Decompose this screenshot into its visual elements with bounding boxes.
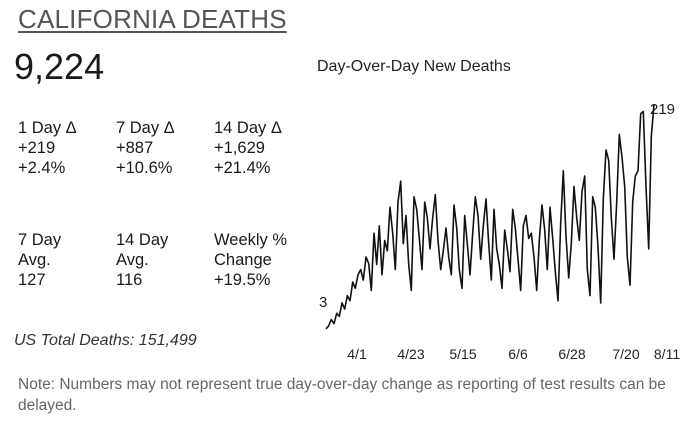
page-title: CALIFORNIA DEATHS — [18, 4, 287, 34]
avg-7-day: 7 Day Avg. 127 — [18, 230, 61, 290]
avg-label: Change — [214, 251, 272, 269]
avg-label: 7 Day — [18, 231, 62, 249]
avg-label: Avg. — [116, 251, 149, 269]
note-text: Note: Numbers may not represent true day… — [18, 376, 666, 414]
x-tick-label: 6/6 — [508, 346, 528, 362]
x-tick-label: 5/15 — [449, 346, 476, 362]
stat-pct: +10.6% — [116, 159, 173, 177]
x-tick-label: 4/1 — [347, 346, 367, 362]
end-value-label: 219 — [650, 101, 675, 118]
stat-label: 14 Day Δ — [214, 119, 282, 137]
x-axis-ticks: 4/1 4/23 5/15 6/6 6/28 7/20 8/11 — [347, 346, 680, 362]
avg-label: 14 Day — [116, 231, 169, 249]
stat-1-day: 1 Day Δ +219 +2.4% — [18, 118, 77, 178]
stat-pct: +2.4% — [18, 159, 66, 177]
avg-label: Avg. — [18, 251, 51, 269]
avg-value: +19.5% — [214, 271, 271, 289]
x-tick-label: 7/20 — [612, 346, 639, 362]
us-total-deaths: US Total Deaths: 151,499 — [14, 332, 197, 349]
x-tick-label: 6/28 — [558, 346, 585, 362]
avg-14-day: 14 Day Avg. 116 — [116, 230, 168, 290]
avg-label: Weekly % — [214, 231, 288, 249]
stat-value: +887 — [116, 139, 154, 157]
start-value-label: 3 — [319, 294, 327, 311]
stat-value: +219 — [18, 139, 56, 157]
stat-7-day: 7 Day Δ +887 +10.6% — [116, 118, 175, 178]
stat-value: +1,629 — [214, 139, 265, 157]
x-tick-label: 8/11 — [654, 346, 680, 362]
weekly-change: Weekly % Change +19.5% — [214, 230, 287, 290]
chart-title: Day-Over-Day New Deaths — [317, 58, 511, 75]
stat-pct: +21.4% — [214, 159, 271, 177]
total-deaths: 9,224 — [14, 46, 105, 87]
stat-label: 1 Day Δ — [18, 119, 77, 137]
x-tick-label: 4/23 — [397, 346, 424, 362]
series-line — [325, 104, 655, 330]
avg-value: 116 — [116, 271, 143, 289]
stat-label: 7 Day Δ — [116, 119, 175, 137]
stat-14-day: 14 Day Δ +1,629 +21.4% — [214, 118, 282, 178]
avg-value: 127 — [18, 271, 46, 289]
